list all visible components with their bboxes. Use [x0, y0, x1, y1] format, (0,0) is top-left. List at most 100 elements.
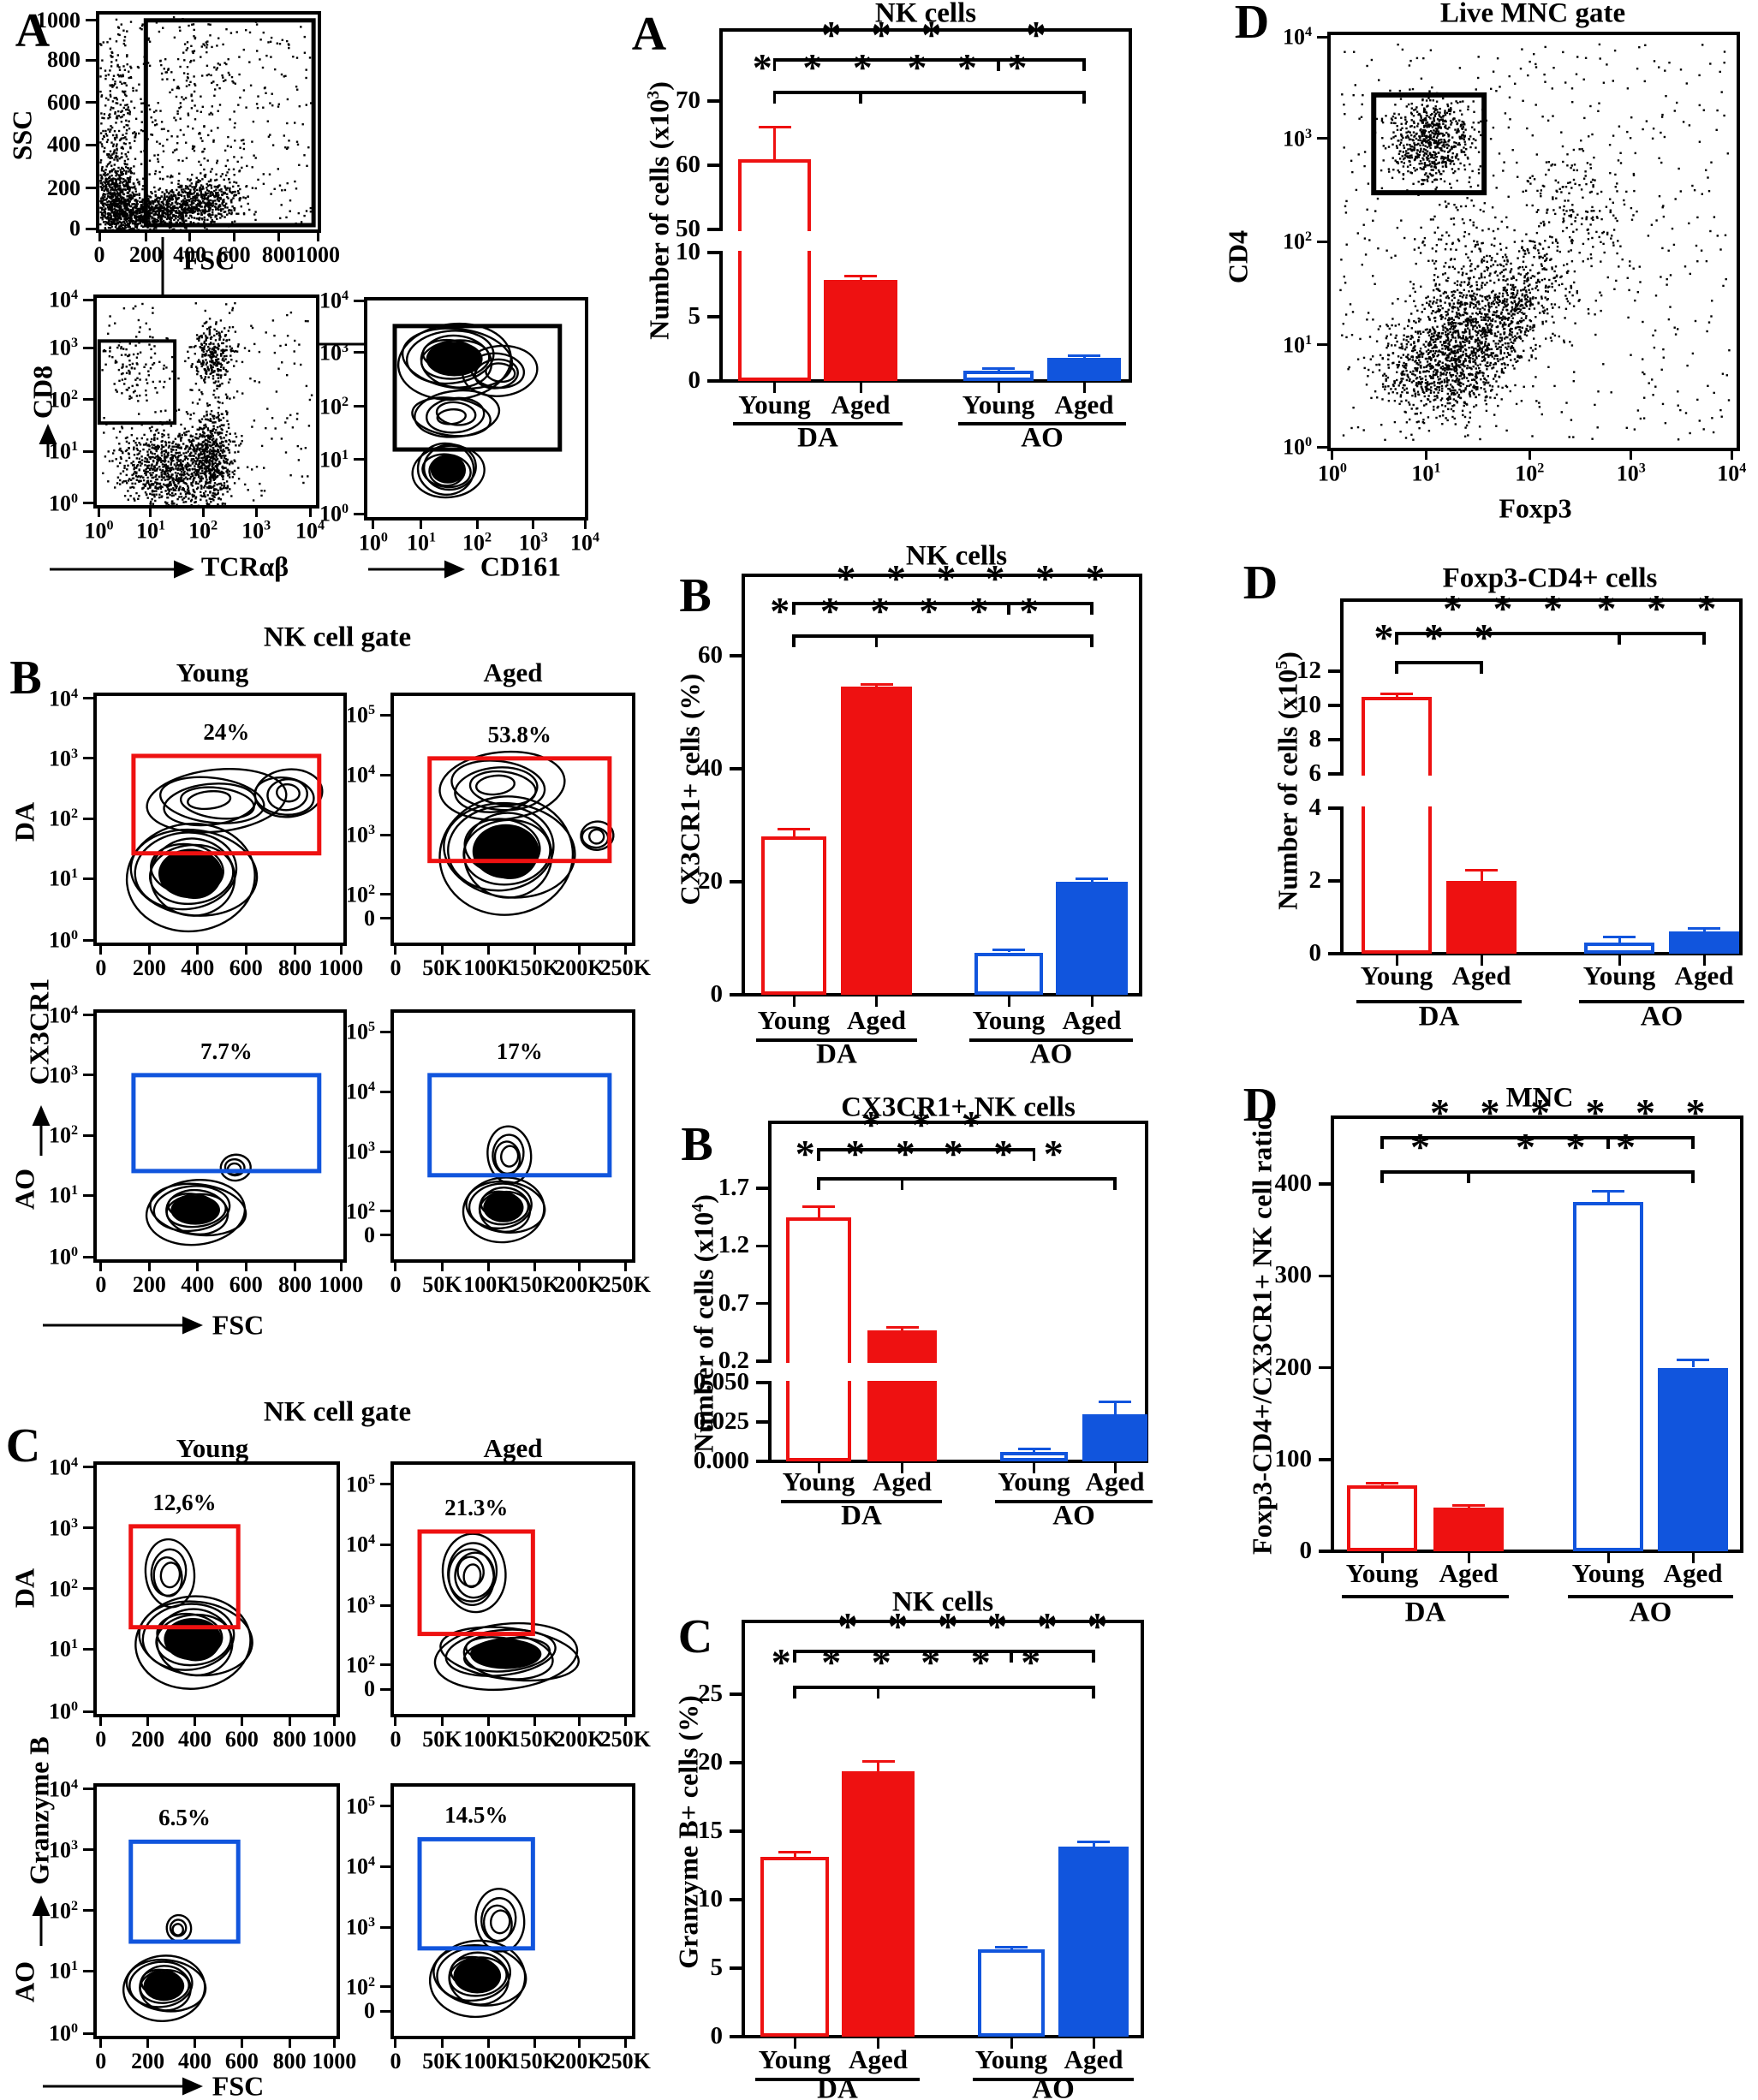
- y-tick-D_ratio: [1319, 1274, 1331, 1277]
- y-tick-label-D_num: 2: [1308, 866, 1322, 894]
- y-tick-label-pA1: 200: [47, 175, 80, 200]
- y-tick-label-B_num: 0.2: [718, 1347, 749, 1374]
- x-tick-label-pA1: 800: [261, 242, 295, 267]
- y-tick-D_num: [1328, 952, 1340, 955]
- sig-stars-B_pct-0: * * *: [985, 556, 1116, 600]
- sig-tick-B_num-1: [900, 1177, 904, 1190]
- x-tick-label-pA3: 100: [358, 530, 388, 556]
- x-tick-label-pB3: 1000: [319, 1272, 364, 1297]
- gate-percentage-pB2: 53.8%: [487, 721, 551, 747]
- sig-stars-D_num-0: * * *: [1596, 586, 1727, 630]
- group-label-D_num-DA: DA: [1418, 1001, 1460, 1032]
- y-tick-label-D_ratio: 300: [1274, 1261, 1313, 1289]
- bar-C_pct-Aged-3: [1058, 1846, 1129, 2037]
- x-tick-pD: [1630, 451, 1633, 460]
- sig-line-C_pct-0: [795, 1650, 1094, 1653]
- category-label-D_num-0: Young: [1360, 961, 1433, 991]
- y-tick-label-pA3: 104: [319, 288, 349, 313]
- y-tick-label-pC2: 104: [345, 1532, 375, 1558]
- x-tick-label-pC3: 400: [178, 2049, 212, 2073]
- sig-tick-B_num-0: [817, 1148, 820, 1161]
- axis-break-right-A_nk: [1129, 231, 1132, 251]
- y-tick-label-D_ratio: 400: [1274, 1169, 1313, 1197]
- category-label-D_num-2: Young: [1582, 961, 1656, 991]
- sig-line-A_nk-1: [774, 91, 1084, 94]
- category-label-B_num-2: Young: [998, 1466, 1070, 1496]
- error-bar-D_num-3: [1702, 928, 1706, 931]
- error-bar-D_num-2: [1618, 937, 1621, 943]
- sig-tick-D_num-0: [1618, 632, 1621, 645]
- y-tick-label-pC4: 102: [345, 1974, 375, 2000]
- x-tick-D_num-1: [1480, 955, 1483, 966]
- x-tick-label-pA2: 104: [295, 518, 325, 544]
- y-tick-D_num: [1328, 879, 1340, 883]
- error-bar-B_num-3: [1113, 1401, 1117, 1414]
- x-tick-label-pC2: 0: [390, 1727, 402, 1752]
- x-tick-pD: [1730, 451, 1733, 460]
- sig-line-B_pct-0: [794, 602, 1092, 605]
- bar-A_nk-Young-0: [738, 158, 811, 381]
- error-cap-B_num-1: [885, 1326, 919, 1330]
- gate-percentage-pB4: 17%: [496, 1038, 543, 1064]
- sig-tick-D_ratio-0: [1691, 1136, 1695, 1149]
- y-tick-pA3: [354, 299, 364, 302]
- y-tick-label-pC3: 101: [48, 1958, 78, 1984]
- sig-stars-D_num-1: * * *: [1374, 616, 1505, 659]
- group-label-D_ratio-DA: DA: [1404, 1597, 1446, 1628]
- sig-stars-A_nk-0: *: [1026, 13, 1057, 57]
- y-tick-pB1: [83, 817, 93, 820]
- y-tick-label-pD: 102: [1282, 229, 1312, 254]
- error-bar-D_ratio-3: [1691, 1359, 1695, 1368]
- sig-line-B_num-0: [819, 1148, 1034, 1151]
- sig-tick-B_pct-0: [792, 602, 796, 615]
- error-cap-A_nk-2: [982, 367, 1015, 371]
- y-tick-C_pct: [730, 2035, 742, 2038]
- y-tick-pC4: [380, 1925, 390, 1929]
- flow-plot-graphics-pA1: [99, 15, 316, 229]
- y-tick-pA3: [354, 512, 364, 515]
- error-cap-C_pct-3: [1077, 1841, 1110, 1844]
- y-tick-B_num: [756, 1301, 768, 1306]
- y-tick-pA1: [86, 58, 96, 62]
- sig-tick-A_nk-1: [859, 91, 862, 104]
- category-label-B_pct-0: Young: [757, 1005, 831, 1035]
- x-tick-label-pA2: 102: [188, 518, 218, 544]
- y-tick-pC3: [83, 1969, 93, 1972]
- flow-plot-graphics-pC1: [128, 1524, 253, 1690]
- chart-title-D_ratio: MNC: [1505, 1082, 1574, 1114]
- group-underline-C_pct-DA: [755, 2078, 920, 2081]
- y-tick-D_ratio: [1319, 1458, 1331, 1461]
- y-tick-label-pB2: 105: [345, 703, 375, 729]
- sig-tick-D_ratio-0: [1380, 1136, 1384, 1149]
- x-tick-label-pB2: 150K: [509, 955, 560, 980]
- category-label-D_ratio-2: Young: [1571, 1558, 1645, 1588]
- sig-line-D_ratio-1: [1382, 1170, 1693, 1174]
- sig-tick-C_pct-0: [793, 1650, 796, 1663]
- y-tick-label-pC4: 0: [364, 1998, 375, 2024]
- sig-stars-B_pct-1: * * *: [919, 589, 1050, 633]
- x-tick-C_pct-3: [1092, 2038, 1095, 2049]
- error-bar-B_pct-2: [1007, 949, 1010, 953]
- x-tick-C_pct-2: [1010, 2038, 1013, 2049]
- x-tick-label-pB4: 50K: [422, 1272, 462, 1297]
- x-tick-pB4: [533, 1263, 536, 1271]
- x-tick-pB1: [244, 946, 247, 955]
- group-underline-B_num-AO: [995, 1500, 1153, 1503]
- category-label-D_num-3: Aged: [1674, 961, 1734, 991]
- gate-percentage-pC1: 12,6%: [152, 1489, 217, 1515]
- group-label-A_nk-DA: DA: [797, 422, 838, 454]
- x-tick-label-pB1: 200: [132, 955, 166, 980]
- y-tick-label-B_num: 0.025: [693, 1407, 749, 1435]
- y-tick-label-pB3: 100: [48, 1244, 78, 1270]
- category-label-D_ratio-0: Young: [1345, 1558, 1419, 1588]
- panel-c-letter: C: [5, 1419, 41, 1472]
- y-tick-B_pct: [730, 654, 742, 657]
- x-tick-label-pC4: 0: [390, 2049, 402, 2073]
- chart-panel-letter-D_ratio: D: [1243, 1079, 1278, 1132]
- x-tick-pA3: [475, 521, 479, 529]
- y-tick-A_nk: [707, 379, 719, 383]
- sig-line-B_num-1: [819, 1177, 1115, 1181]
- panel-c-young-header: Young: [176, 1433, 249, 1463]
- sig-stars-D_num-0: * * *: [1443, 586, 1573, 630]
- x-tick-pC3: [146, 2039, 150, 2048]
